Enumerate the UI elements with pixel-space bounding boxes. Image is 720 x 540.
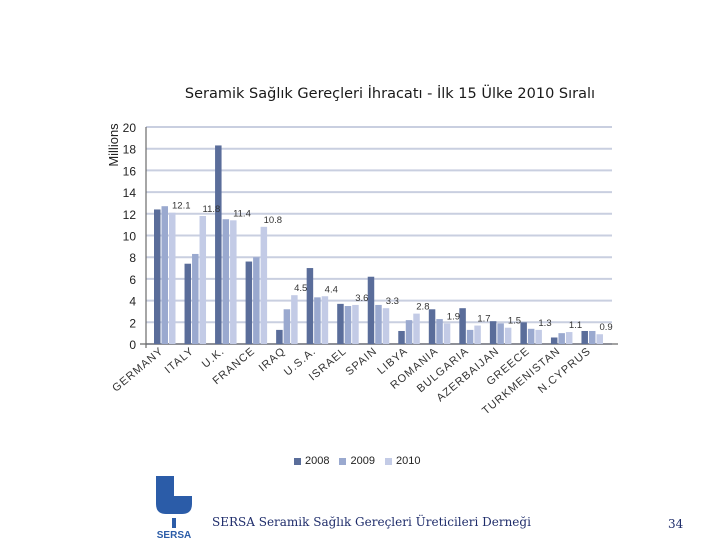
bar-2009-italy [192, 253, 199, 344]
y-tick-label: 2 [129, 316, 136, 330]
bar-2010-libya [413, 313, 420, 344]
bar-2010-ncyprus [596, 334, 603, 344]
data-label: 11.4 [233, 208, 251, 219]
legend-swatch-2009 [339, 457, 347, 465]
bar-2008-turkmenistan [550, 337, 558, 344]
data-label: 2.8 [416, 302, 429, 313]
legend-label-2009: 2009 [350, 455, 375, 467]
bar-2009-france [253, 257, 260, 344]
data-label: 1.5 [508, 316, 521, 327]
data-label: 1.3 [538, 318, 551, 329]
bar-2010-italy [199, 215, 207, 344]
bar-2009-spain [375, 304, 382, 344]
bar-2008-greece [520, 322, 527, 344]
y-tick-label: 20 [123, 121, 137, 135]
x-category-label: SPAIN [343, 345, 379, 378]
bar-2010-uk [230, 220, 237, 344]
bar-2010-azerbaijan [504, 327, 512, 344]
y-tick-label: 18 [123, 143, 137, 157]
chart-legend: 2008 2009 2010 [294, 455, 420, 467]
bar-2010-romania [443, 323, 451, 344]
bar-2008-israel [337, 303, 344, 344]
bar-2008-uk [215, 145, 222, 344]
sersa-logo-text: SERSA [157, 530, 191, 540]
x-category-label: GERMANY [110, 345, 166, 394]
x-category-label: ITALY [163, 345, 197, 376]
bar-2008-iraq [276, 329, 283, 344]
bar-2008-libya [398, 330, 405, 344]
bar-2009-bulgaria [466, 329, 474, 344]
bar-2009-azerbaijan [497, 323, 504, 344]
legend-label-2008: 2008 [305, 455, 330, 467]
bar-2010-israel [352, 304, 359, 344]
bar-2010-germany [169, 212, 176, 344]
bar-2009-ncyprus [588, 330, 596, 344]
y-tick-label: 8 [129, 251, 136, 265]
legend-swatch-2010 [384, 457, 392, 465]
bar-2010-bulgaria [474, 325, 481, 344]
chart-title: Seramik Sağlık Gereçleri İhracatı - İlk … [184, 86, 596, 102]
y-tick-label: 16 [123, 164, 137, 178]
bar-2008-italy [184, 263, 192, 344]
y-axis-title: Millions [106, 123, 121, 167]
data-label: 10.8 [264, 215, 283, 226]
legend-label-2010: 2010 [395, 455, 421, 467]
footer-organization: SERSA Seramik Sağlık Gereçleri Üreticile… [212, 515, 531, 529]
bar-2010-greece [535, 329, 542, 344]
bar-2009-romania [436, 319, 443, 344]
y-tick-label: 4 [129, 295, 136, 309]
page-number: 34 [668, 517, 684, 531]
data-label: 11.8 [203, 204, 221, 215]
bar-2008-romania [428, 309, 436, 344]
bar-2008-azerbaijan [489, 321, 497, 344]
bar-2009-iraq [283, 309, 291, 344]
bar-2010-spain [382, 308, 390, 344]
bar-2009-greece [527, 328, 535, 344]
bar-2009-germany [161, 206, 168, 344]
y-tick-label: 14 [123, 186, 137, 200]
data-label: 4.5 [294, 283, 307, 294]
data-label: 3.6 [355, 293, 368, 304]
y-tick-label: 10 [123, 230, 137, 244]
y-tick-label: 0 [129, 338, 136, 352]
bar-2009-turkmenistan [558, 333, 565, 344]
bar-2009-libya [405, 320, 413, 344]
bar-2010-france [260, 226, 268, 344]
data-label: 12.1 [172, 201, 191, 212]
bar-2010-turkmenistan [565, 332, 573, 344]
bar-2009-usa [314, 297, 321, 344]
y-tick-label: 6 [129, 273, 136, 287]
data-label: 1.1 [569, 320, 582, 331]
legend-item-2008: 2008 [294, 455, 329, 467]
legend-swatch-2008 [294, 457, 301, 465]
y-tick-label: 12 [123, 208, 137, 222]
legend-item-2009: 2009 [339, 455, 375, 467]
bar-2008-germany [154, 209, 161, 344]
bar-2010-iraq [291, 295, 298, 344]
sersa-logo: SERSA [156, 476, 192, 540]
data-label: 1.9 [447, 311, 460, 322]
legend-item-2010: 2010 [384, 455, 421, 467]
bar-2008-france [245, 261, 253, 344]
bar-2010-usa [321, 296, 329, 344]
data-label: 0.9 [599, 322, 612, 333]
bar-2009-uk [222, 219, 230, 344]
data-label: 4.4 [325, 284, 338, 295]
bar-2008-ncyprus [581, 330, 588, 344]
bar-2009-israel [344, 306, 352, 344]
bar-2008-spain [367, 276, 375, 344]
bar-2008-usa [306, 268, 314, 344]
bar-2008-bulgaria [459, 308, 466, 344]
data-label: 1.7 [477, 314, 490, 325]
data-label: 3.3 [386, 296, 399, 307]
